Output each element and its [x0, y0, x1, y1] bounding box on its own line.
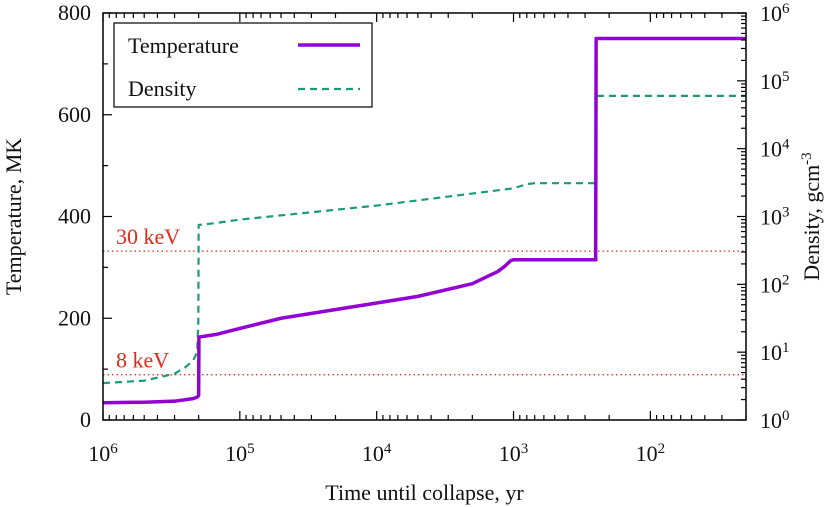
x-axis-title: Time until collapse, yr [325, 480, 524, 505]
y2-tick-label-base: 10 [760, 1, 782, 26]
y2-tick-label: 106 [760, 1, 790, 26]
y2-tick-label-exponent: 0 [782, 408, 790, 424]
y2-axis-title-main: Density, gcm [799, 165, 824, 281]
x-tick-label-exponent: 5 [247, 441, 255, 457]
y2-tick-label-base: 10 [760, 205, 782, 230]
y2-tick-label-base: 10 [760, 69, 782, 94]
y2-tick-label-base: 10 [760, 137, 782, 162]
series-line-density [102, 94, 746, 385]
x-tick-label-exponent: 6 [110, 441, 118, 457]
y2-axis-title: Density, gcm-3 [799, 152, 824, 280]
x-tick-label: 106 [88, 441, 118, 466]
y2-tick-label-base: 10 [760, 340, 782, 365]
series-line-temperature [102, 36, 746, 405]
y2-tick-label: 104 [760, 137, 790, 162]
legend-label-temperature: Temperature [128, 33, 239, 58]
y2-tick-label: 100 [760, 408, 790, 433]
y-tick-label: 600 [58, 102, 91, 127]
y-tick-label: 400 [58, 204, 91, 229]
series-layer [102, 36, 746, 405]
x-tick-label-base: 10 [225, 441, 247, 466]
y2-axis-title-superscript: -3 [799, 152, 815, 165]
y-axis-title: Temperature, MK [1, 138, 26, 295]
x-tick-label-base: 10 [88, 441, 110, 466]
legend-box [113, 22, 373, 108]
legend-label-density: Density [128, 76, 196, 101]
y2-tick-label-exponent: 2 [782, 272, 790, 288]
y2-tick-label-exponent: 4 [782, 137, 790, 153]
y2-tick-label-exponent: 5 [782, 69, 790, 85]
y2-tick-label: 103 [760, 205, 790, 230]
x-tick-label-exponent: 3 [521, 441, 529, 457]
y2-tick-label-base: 10 [760, 408, 782, 433]
x-tick-label-base: 10 [636, 441, 658, 466]
y-tick-label: 0 [80, 407, 91, 432]
x-tick-label-base: 10 [499, 441, 521, 466]
y2-tick-label-exponent: 1 [782, 340, 790, 356]
y-tick-label: 200 [58, 305, 91, 330]
x-tick-label-exponent: 4 [384, 441, 392, 457]
x-tick-label: 103 [499, 441, 529, 466]
y2-tick-label-exponent: 3 [782, 205, 790, 221]
axis-tick-labels: 106 105 104 103 1020200400600800100101102103… [58, 0, 790, 466]
y-tick-label: 800 [58, 0, 91, 25]
x-tick-label-base: 10 [362, 441, 384, 466]
axis-ticks [102, 12, 747, 421]
x-tick-label: 102 [636, 441, 666, 466]
reference-lines: 30 keV 8 keV [103, 224, 746, 376]
reference-line-label: 30 keV [116, 224, 180, 249]
x-tick-label: 104 [362, 441, 392, 466]
reference-line-label: 8 keV [116, 348, 169, 373]
y2-tick-label-base: 10 [760, 272, 782, 297]
y2-tick-label: 105 [760, 69, 790, 94]
legend: Temperature Density [113, 22, 373, 108]
x-tick-label-exponent: 2 [658, 441, 666, 457]
y2-tick-label: 101 [760, 340, 790, 365]
y2-tick-label-exponent: 6 [782, 1, 790, 17]
x-tick-label: 105 [225, 441, 255, 466]
y2-tick-label: 102 [760, 272, 790, 297]
